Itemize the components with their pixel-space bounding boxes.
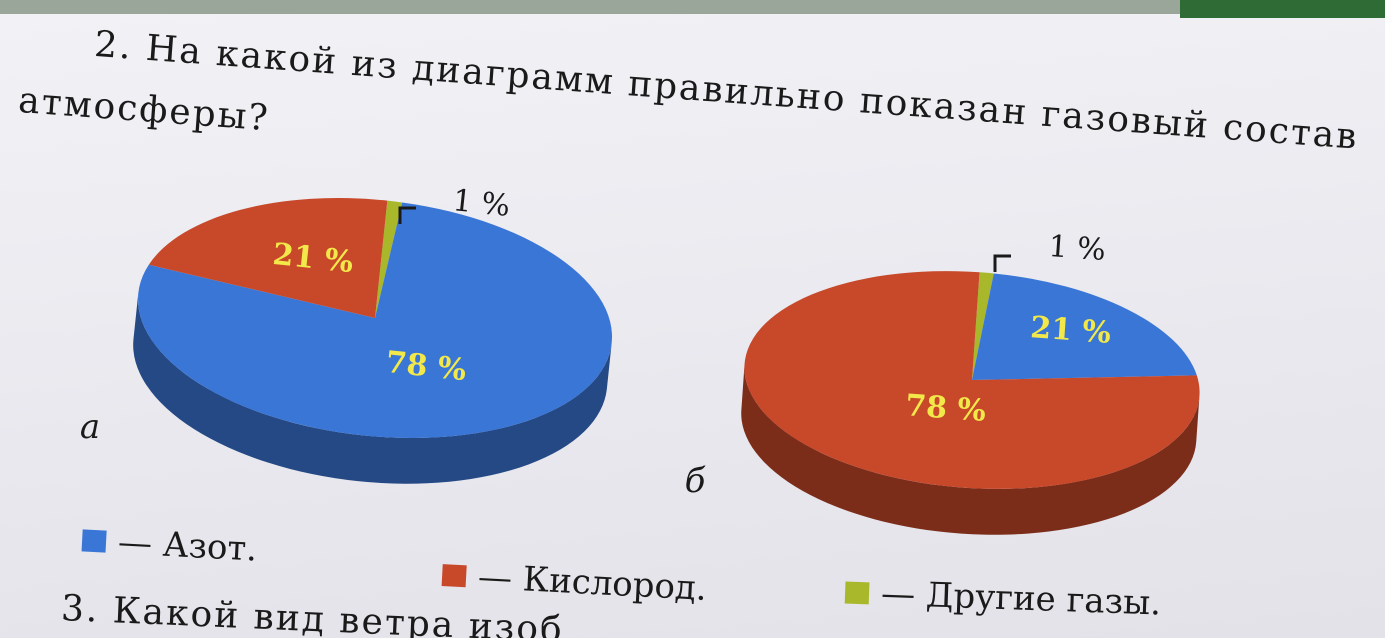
pie-slice-Кислород — [744, 271, 1200, 489]
pie-slice-Азот — [972, 273, 1197, 380]
leader-line-a — [398, 206, 416, 224]
pie-label-Кислород: 78 % — [904, 388, 987, 429]
leader-line-b — [993, 254, 1011, 272]
page-top-edge — [0, 0, 1385, 14]
pie-label-Другие газы: 1 % — [451, 183, 511, 224]
legend-swatch-oxygen — [441, 564, 467, 588]
page-corner-edge — [1180, 0, 1385, 18]
pie-slice-Кислород — [148, 198, 388, 318]
pie-chart-b — [741, 271, 1200, 535]
pie-slice-Другие газы — [375, 200, 403, 318]
pie-slice-Азот — [138, 202, 613, 438]
pie-label-Азот: 78 % — [384, 345, 468, 388]
pie-chart-a — [133, 198, 613, 484]
chart-caption-a: а — [80, 407, 100, 447]
pie-label-Кислород: 21 % — [271, 237, 355, 280]
legend-swatch-other-gases — [844, 581, 870, 605]
legend-label-nitrogen: — Азот. — [117, 522, 259, 570]
pie-side-Азот — [133, 293, 612, 484]
legend-swatch-nitrogen — [81, 529, 107, 553]
pie-label-Другие газы: 1 % — [1047, 229, 1106, 268]
pie-label-Азот: 21 % — [1029, 310, 1112, 351]
pie-side-Кислород — [741, 364, 1200, 535]
chart-caption-b: б — [685, 461, 706, 501]
pie-slice-Другие газы — [972, 272, 994, 380]
